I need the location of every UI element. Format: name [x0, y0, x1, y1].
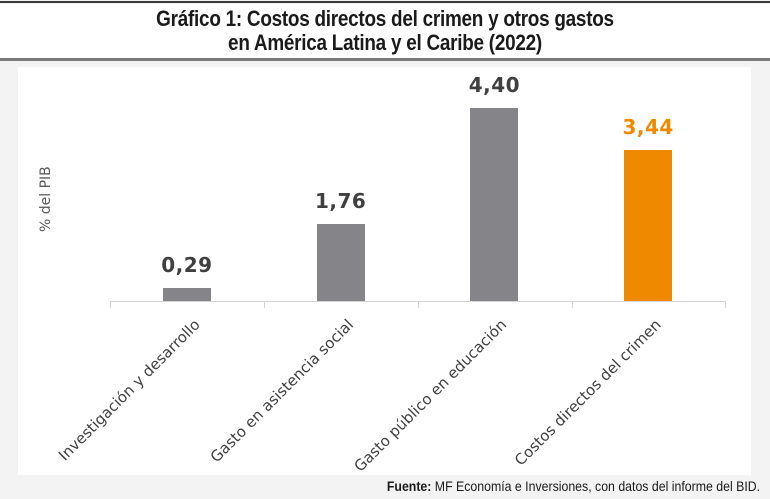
bar-value-asistencia-social: 1,76 [314, 189, 367, 213]
bar-value-investigacion: 0,29 [161, 253, 213, 277]
bar-asistencia-social [316, 224, 365, 301]
x-axis-tick [418, 301, 419, 308]
x-axis-tick [264, 301, 265, 308]
top-rule [0, 1, 770, 3]
title-divider [0, 58, 770, 61]
x-axis-tick [110, 301, 111, 308]
title-line-2: en América Latina y el Caribe (2022) [228, 30, 542, 55]
chart-title: Gráfico 1: Costos directos del crimen y … [0, 4, 770, 58]
bar-investigacion [162, 288, 211, 301]
x-axis-line [110, 301, 725, 302]
x-axis-tick [725, 301, 726, 308]
bar-value-educacion: 4,40 [468, 73, 521, 97]
source-text: MF Economía e Inversiones, con datos del… [431, 478, 760, 494]
x-axis-tick [572, 301, 573, 308]
source-label: Fuente: [386, 478, 432, 494]
bar-value-costos-crimen: 3,44 [622, 115, 674, 139]
title-line-1: Gráfico 1: Costos directos del crimen y … [156, 6, 614, 31]
bar-costos-crimen [624, 150, 673, 301]
y-axis-label: % del PIB [38, 166, 54, 232]
source-note: Fuente: MF Economía e Inversiones, con d… [387, 478, 760, 494]
bar-educacion [470, 108, 519, 301]
